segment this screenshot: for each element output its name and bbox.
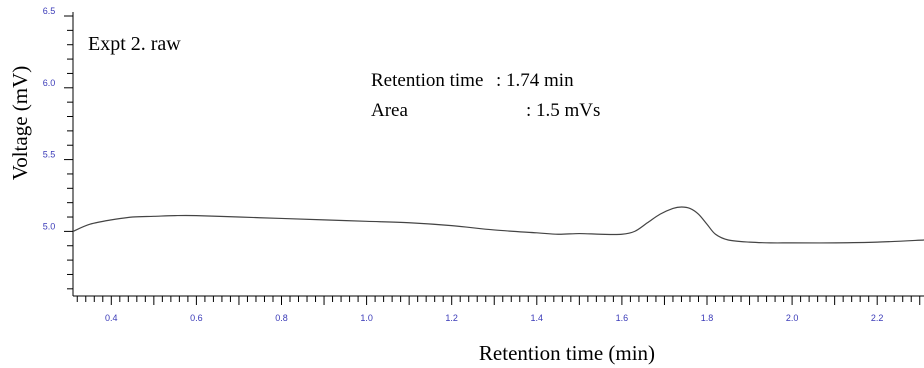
x-tick-label: 1.6 [616,313,629,323]
x-tick-label: 2.2 [871,313,884,323]
y-axis-label: Voltage (mV) [8,66,32,181]
series [72,206,924,244]
y-tick-label: 5.0 [43,221,56,231]
x-tick-label: 0.4 [105,313,118,323]
x-axis-label: Retention time (min) [479,341,655,365]
x-tick-label: 1.2 [445,313,458,323]
y-tick-label: 5.5 [43,150,56,160]
x-tick-label: 0.6 [190,313,203,323]
x-tick-label: 1.4 [531,313,544,323]
x-tick-label: 1.0 [360,313,373,323]
y-tick-label: 6.0 [43,78,56,88]
axes [72,12,924,297]
x-tick-label: 2.0 [786,313,799,323]
plot-label: Expt 2. raw [88,33,181,55]
ticks: 5.0 5.5 6.0 6.5 0.4 0.6 0.8 1.0 1.2 1.4 1.6 1.8 2.0 2… [43,6,921,323]
annotation-retention-value: : 1.74 min [496,70,574,91]
voltage-trace-line [72,206,924,244]
y-tick-label: 6.5 [43,6,56,16]
annotation-retention-label: Retention time [371,70,483,91]
annotation-area-label: Area [371,100,408,121]
annotation-area-value: : 1.5 mVs [526,100,600,121]
x-tick-label: 1.8 [701,313,714,323]
x-tick-label: 0.8 [275,313,288,323]
